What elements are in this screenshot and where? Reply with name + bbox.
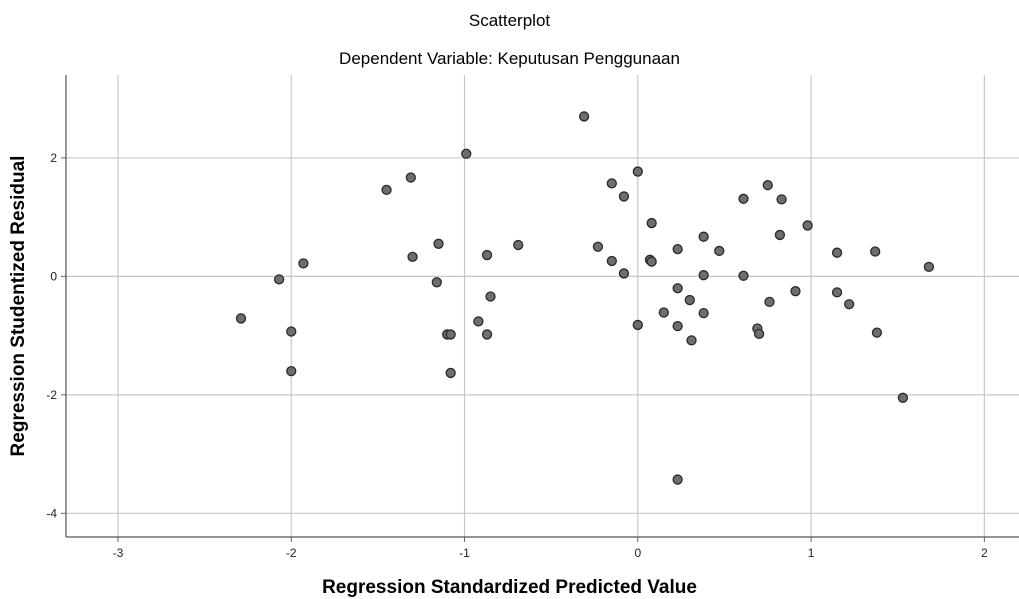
data-point <box>407 251 418 262</box>
data-point <box>871 327 883 338</box>
data-point <box>618 191 630 202</box>
grid-lines <box>66 75 1019 537</box>
data-point <box>802 220 813 231</box>
x-tick-label: -1 <box>459 546 470 560</box>
data-point <box>672 243 683 255</box>
data-point <box>790 286 801 297</box>
data-point <box>405 172 416 183</box>
data-point <box>714 245 725 257</box>
data-point <box>473 316 484 327</box>
data-point <box>658 307 669 318</box>
data-point <box>831 287 843 298</box>
data-point <box>273 274 285 285</box>
data-point <box>844 299 855 310</box>
data-point <box>698 307 709 319</box>
data-point <box>606 255 617 267</box>
data-point <box>481 329 493 340</box>
chart-subtitle: Dependent Variable: Keputusan Penggunaan <box>339 49 680 68</box>
data-point <box>513 239 524 251</box>
x-tick-label: 2 <box>981 546 988 560</box>
y-tick-label: 0 <box>50 269 57 283</box>
data-point <box>461 148 472 159</box>
data-point <box>672 474 683 485</box>
data-point <box>870 246 881 257</box>
data-point <box>738 270 749 281</box>
data-point <box>897 392 909 403</box>
data-point <box>762 180 773 191</box>
data-point <box>753 328 765 339</box>
data-point <box>923 261 935 273</box>
axes <box>61 75 1019 542</box>
data-point <box>672 320 683 332</box>
y-tick-label: -2 <box>46 388 57 402</box>
data-point <box>485 291 496 302</box>
data-point <box>764 296 775 308</box>
data-point <box>698 231 709 242</box>
data-point <box>286 366 297 377</box>
x-tick-label: 0 <box>634 546 641 560</box>
x-tick-label: 1 <box>808 546 815 560</box>
data-point <box>235 313 247 324</box>
data-point <box>646 217 657 229</box>
y-tick-label: -4 <box>46 506 57 520</box>
x-tick-label: -3 <box>113 546 124 560</box>
data-point <box>445 367 456 379</box>
chart-title: Scatterplot <box>468 11 551 30</box>
data-point <box>433 238 444 249</box>
data-point <box>831 247 843 258</box>
data-point <box>445 329 456 340</box>
data-point <box>481 249 493 261</box>
data-points <box>235 111 935 485</box>
tick-labels: -3 -2 -1 0 1 2 2 0 -2 -4 <box>46 151 988 560</box>
data-point <box>686 335 697 346</box>
data-point <box>298 258 309 269</box>
y-axis-label: Regression Studentized Residual <box>8 155 29 457</box>
data-point <box>431 277 442 288</box>
data-point <box>578 111 590 122</box>
data-point <box>592 241 604 252</box>
x-axis-label: Regression Standardized Predicted Value <box>322 577 697 598</box>
data-point <box>286 326 297 337</box>
y-tick-label: 2 <box>50 151 57 165</box>
data-point <box>738 193 749 204</box>
data-point <box>698 270 709 281</box>
data-point <box>672 283 683 294</box>
data-point <box>606 178 617 189</box>
x-tick-label: -2 <box>286 546 297 560</box>
data-point <box>684 294 695 306</box>
data-point <box>776 194 787 205</box>
data-point <box>774 229 786 241</box>
data-point <box>381 184 392 196</box>
data-point <box>632 166 643 177</box>
data-point <box>632 319 643 331</box>
data-point <box>618 268 630 279</box>
data-point <box>646 256 657 267</box>
